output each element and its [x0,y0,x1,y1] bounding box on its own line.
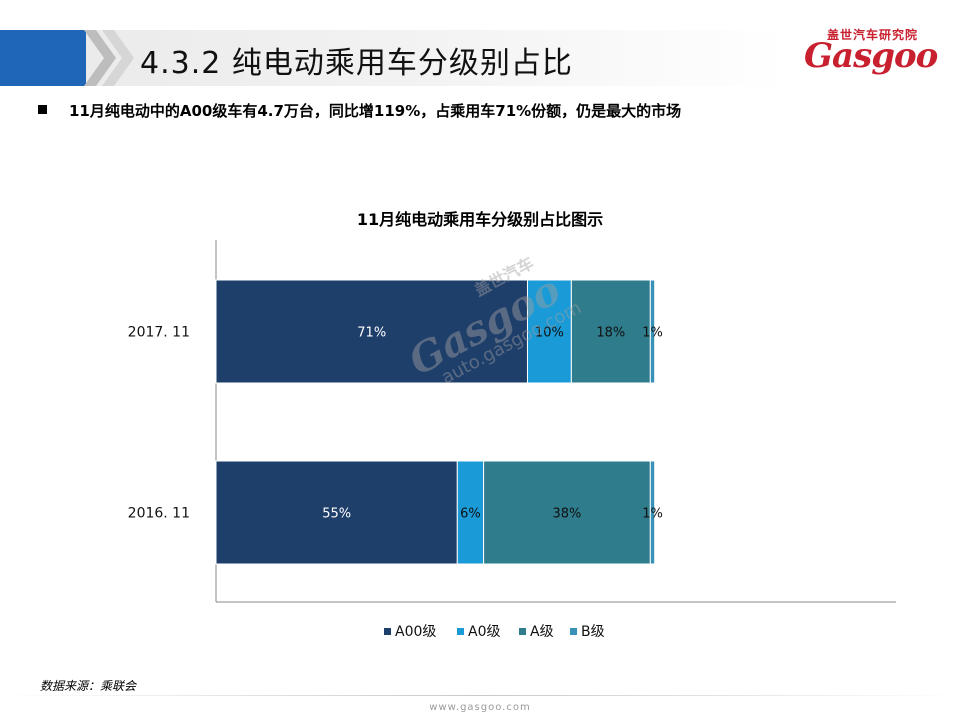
bullet-text: 11月纯电动中的A00级车有4.7万台，同比增119%，占乘用车71%份额，仍是… [38,100,681,121]
bar-segment [215,460,458,565]
data-label: 55% [322,507,351,522]
chevron-decoration-icon [84,30,134,86]
bullet-text-content: 11月纯电动中的A00级车有4.7万台，同比增119%，占乘用车71%份额，仍是… [69,102,682,120]
logo-en-text: Gasgoo [804,36,938,76]
legend-entry: B级 [581,624,605,640]
data-label: 71% [357,326,386,341]
page-title: 4.3.2 纯电动乘用车分级别占比 [140,46,573,81]
data-label: 1% [642,326,663,341]
legend-entry: A级 [530,624,554,640]
data-label: 10% [535,326,564,341]
category-label: 2016. 11 [128,506,190,522]
legend-swatch [457,628,464,635]
legend-swatch [570,628,577,635]
bar-segment [649,460,656,565]
data-label: 1% [642,507,663,522]
legend-entry: A00级 [395,624,436,640]
data-source: 数据来源：乘联会 [40,679,137,693]
data-label: 18% [596,326,625,341]
bullet-square-icon [38,105,47,114]
legend-entry: A0级 [468,624,500,640]
footer-divider [0,695,960,696]
data-label: 38% [553,507,582,522]
title-accent-tab [0,30,86,86]
bar-segment [483,460,651,565]
gasgoo-logo: 盖世汽车研究院 Gasgoo [790,22,940,84]
legend-swatch [384,628,391,635]
logo-cn-text: 盖世汽车研究院 [826,28,918,42]
chart-title: 11月纯电动乘用车分级别占比图示 [356,210,604,229]
footer-url: www.gasgoo.com [429,702,531,713]
bar-segment [456,460,485,565]
bar-segment [526,279,572,384]
legend-swatch [519,628,526,635]
category-label: 2017. 11 [128,325,190,341]
bar-segment [649,279,656,384]
bar-segment [215,279,528,384]
data-label: 6% [460,507,481,522]
